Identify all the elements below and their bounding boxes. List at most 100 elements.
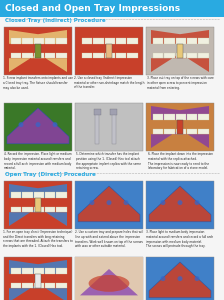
Bar bbox=[35, 198, 41, 212]
Bar bbox=[177, 120, 183, 134]
Polygon shape bbox=[9, 207, 67, 226]
Bar bbox=[187, 38, 197, 44]
Bar bbox=[35, 44, 41, 58]
Bar bbox=[22, 268, 33, 274]
Polygon shape bbox=[7, 108, 69, 144]
Bar bbox=[56, 283, 67, 288]
Bar bbox=[22, 207, 33, 212]
Bar bbox=[34, 268, 44, 274]
Bar bbox=[187, 53, 197, 58]
Circle shape bbox=[35, 122, 41, 127]
Circle shape bbox=[90, 200, 95, 205]
Bar bbox=[75, 27, 143, 75]
Bar bbox=[198, 38, 209, 44]
Text: 5. Determine which transfer has the implant
position using the 1. (Closed) Hex t: 5. Determine which transfer has the impl… bbox=[77, 152, 142, 170]
Bar bbox=[34, 38, 44, 44]
Bar bbox=[56, 192, 67, 198]
Polygon shape bbox=[149, 186, 211, 222]
Bar bbox=[11, 283, 21, 288]
Polygon shape bbox=[149, 262, 211, 298]
Bar bbox=[4, 27, 72, 75]
Bar bbox=[34, 283, 44, 288]
Bar bbox=[56, 38, 67, 44]
Bar bbox=[82, 53, 92, 58]
Circle shape bbox=[177, 276, 183, 281]
Bar bbox=[106, 44, 112, 58]
Bar bbox=[35, 274, 41, 288]
Polygon shape bbox=[80, 30, 138, 44]
Bar bbox=[56, 207, 67, 212]
Bar bbox=[110, 109, 117, 115]
Bar bbox=[4, 257, 72, 300]
Bar bbox=[4, 103, 72, 151]
Bar bbox=[56, 268, 67, 274]
Bar bbox=[146, 27, 214, 75]
Bar bbox=[176, 129, 186, 134]
Bar bbox=[112, 110, 116, 144]
Bar bbox=[176, 53, 186, 58]
Polygon shape bbox=[80, 53, 138, 72]
Bar bbox=[116, 38, 126, 44]
Bar bbox=[187, 129, 197, 134]
Bar bbox=[164, 114, 174, 120]
Polygon shape bbox=[151, 30, 209, 44]
Bar bbox=[93, 38, 103, 44]
Bar bbox=[22, 283, 33, 288]
Polygon shape bbox=[9, 260, 67, 274]
Bar bbox=[105, 53, 115, 58]
Polygon shape bbox=[151, 53, 209, 72]
Bar bbox=[95, 110, 99, 144]
Bar bbox=[11, 192, 21, 198]
Bar bbox=[45, 207, 55, 212]
Circle shape bbox=[177, 200, 183, 205]
Bar bbox=[82, 38, 92, 44]
Text: 3. Place light to medium body impression
material around transfers and record a : 3. Place light to medium body impression… bbox=[146, 230, 214, 248]
Bar bbox=[45, 53, 55, 58]
Bar bbox=[146, 181, 214, 229]
Bar bbox=[34, 192, 44, 198]
Text: 2. Use a closed tray (Indirect) impression
material or other non-shrinkage match: 2. Use a closed tray (Indirect) impressi… bbox=[74, 76, 144, 89]
Polygon shape bbox=[9, 284, 67, 300]
Bar bbox=[45, 283, 55, 288]
Bar bbox=[153, 53, 163, 58]
Text: 4. Record the impression. Place light or medium
body impression material around : 4. Record the impression. Place light or… bbox=[4, 152, 72, 170]
Bar bbox=[11, 207, 21, 212]
Bar bbox=[187, 114, 197, 120]
Bar bbox=[176, 38, 186, 44]
Bar bbox=[127, 53, 138, 58]
Text: Closed Tray (Indirect) Procedure: Closed Tray (Indirect) Procedure bbox=[5, 18, 106, 23]
Text: Closed and Open Tray Impressions: Closed and Open Tray Impressions bbox=[5, 4, 180, 13]
Bar bbox=[56, 53, 67, 58]
Circle shape bbox=[106, 200, 112, 205]
Bar bbox=[164, 53, 174, 58]
Bar bbox=[164, 38, 174, 44]
Polygon shape bbox=[151, 129, 209, 148]
Bar bbox=[45, 268, 55, 274]
Circle shape bbox=[161, 276, 166, 281]
Circle shape bbox=[52, 122, 58, 127]
Bar bbox=[198, 53, 209, 58]
Text: 2. Use a custom tray and prepare holes that will
line up with and extend above t: 2. Use a custom tray and prepare holes t… bbox=[75, 230, 143, 248]
Polygon shape bbox=[80, 269, 138, 296]
Bar bbox=[11, 268, 21, 274]
Bar bbox=[116, 53, 126, 58]
Bar bbox=[75, 257, 143, 300]
Bar bbox=[93, 53, 103, 58]
Bar bbox=[105, 38, 115, 44]
Bar bbox=[22, 38, 33, 44]
Bar bbox=[164, 129, 174, 134]
Circle shape bbox=[123, 200, 129, 205]
Bar bbox=[45, 192, 55, 198]
Circle shape bbox=[194, 276, 200, 281]
Text: 1. For an open tray direct (Impression technique)
and the Direct transfers with : 1. For an open tray direct (Impression t… bbox=[3, 230, 73, 248]
Bar bbox=[153, 129, 163, 134]
Bar bbox=[45, 38, 55, 44]
Bar bbox=[11, 53, 21, 58]
Circle shape bbox=[194, 200, 200, 205]
Polygon shape bbox=[78, 186, 140, 222]
Circle shape bbox=[161, 200, 166, 205]
Bar bbox=[146, 103, 214, 151]
Bar bbox=[94, 109, 101, 115]
Bar bbox=[0, 0, 224, 17]
Bar bbox=[22, 192, 33, 198]
